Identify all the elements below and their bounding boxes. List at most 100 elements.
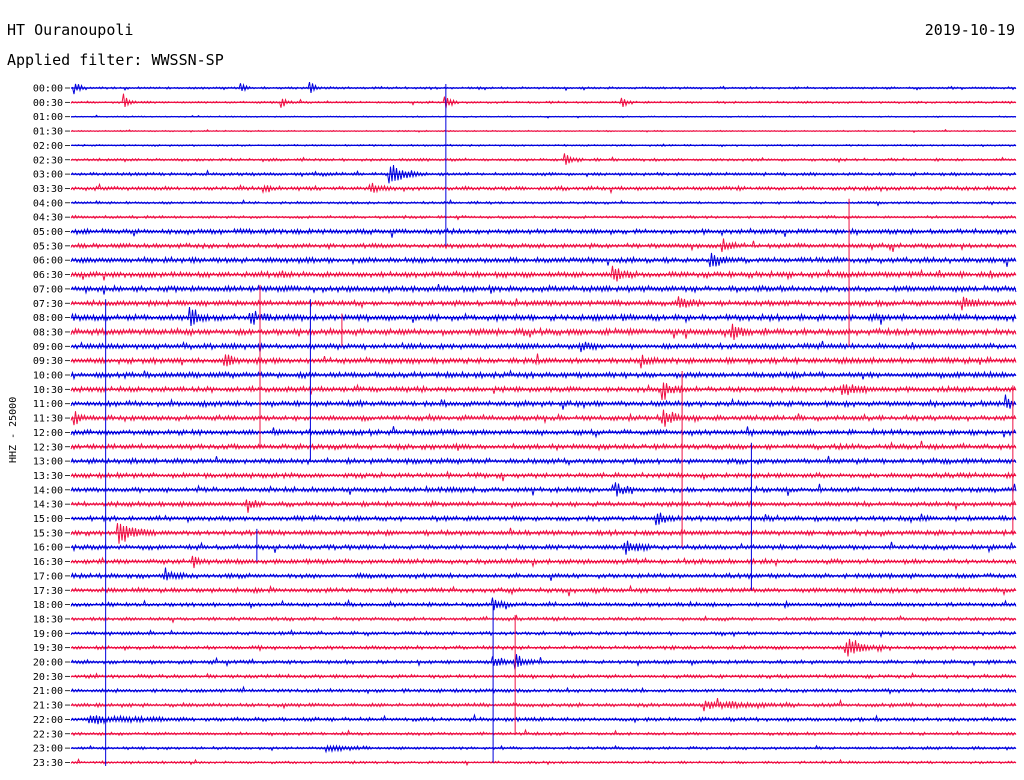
trace-row-0030 (70, 93, 1017, 109)
time-tick-label: 04:30 (33, 213, 63, 224)
trace-row-1500 (70, 512, 1017, 526)
trace-row-1000 (70, 369, 1017, 381)
trace-row-2030 (70, 671, 1017, 680)
time-tick-label: 07:30 (33, 299, 63, 310)
trace-row-1430 (70, 499, 1017, 513)
trace-row-1230 (70, 440, 1017, 452)
trace-row-1630 (70, 555, 1017, 569)
trace-row-2330 (70, 758, 1017, 767)
trace-row-1700 (70, 567, 1017, 581)
trace-row-0800 (70, 307, 1017, 327)
seismic-traces (70, 81, 1017, 767)
time-tick-label: 23:00 (33, 744, 63, 755)
channel-label: HHZ - 25000 (8, 397, 19, 463)
trace-row-1530 (70, 523, 1017, 544)
trace-row-1900 (70, 628, 1017, 639)
time-tick-label: 01:00 (33, 112, 63, 123)
trace-row-1730 (70, 584, 1017, 597)
time-tick-label: 19:00 (33, 629, 63, 640)
time-tick-label: 10:00 (33, 371, 63, 382)
trace-row-1930 (70, 638, 1017, 657)
time-tick-label: 10:30 (33, 385, 63, 396)
trace-row-1130 (70, 409, 1017, 427)
trace-row-0500 (70, 227, 1017, 238)
trace-row-0730 (70, 296, 1017, 311)
trace-row-0630 (70, 265, 1017, 282)
trace-row-0400 (70, 198, 1017, 207)
time-tick-label: 11:00 (33, 399, 63, 410)
time-tick-label: 21:30 (33, 701, 63, 712)
trace-row-1200 (70, 426, 1017, 439)
trace-row-1100 (70, 394, 1017, 410)
trace-row-1400 (70, 482, 1017, 497)
time-tick-label: 16:00 (33, 543, 63, 554)
time-tick-label: 01:30 (33, 127, 63, 138)
time-tick-label: 00:00 (33, 84, 63, 95)
time-tick-label: 05:00 (33, 227, 63, 238)
trace-row-2000 (70, 654, 1017, 670)
time-tick-labels: 00:00 00:30 01:00 01:30 02:00 02:30 03:00 03:30… (33, 84, 70, 769)
time-tick-label: 08:30 (33, 327, 63, 338)
time-tick-label: 06:00 (33, 256, 63, 267)
trace-row-0000 (70, 81, 1017, 95)
time-tick-label: 20:00 (33, 658, 63, 669)
trace-row-2100 (70, 685, 1017, 695)
time-tick-label: 06:30 (33, 270, 63, 281)
time-tick-label: 18:30 (33, 614, 63, 625)
time-tick-label: 12:30 (33, 442, 63, 453)
time-tick-label: 22:30 (33, 729, 63, 740)
time-tick-label: 15:30 (33, 528, 63, 539)
trace-row-2130 (70, 698, 1017, 712)
trace-row-1800 (70, 597, 1017, 611)
time-tick-label: 07:00 (33, 284, 63, 295)
time-tick-label: 03:30 (33, 184, 63, 195)
trace-row-0830 (70, 323, 1017, 341)
trace-row-1600 (70, 540, 1017, 555)
time-tick-label: 13:00 (33, 457, 63, 468)
trace-row-0330 (70, 182, 1017, 195)
date-label: 2019-10-19 (924, 21, 1015, 39)
time-tick-label: 02:00 (33, 141, 63, 152)
trace-row-1330 (70, 470, 1017, 482)
time-tick-label: 22:00 (33, 715, 63, 726)
time-tick-label: 02:30 (33, 155, 63, 166)
time-tick-label: 19:30 (33, 643, 63, 654)
time-tick-label: 12:00 (33, 428, 63, 439)
time-tick-label: 16:30 (33, 557, 63, 568)
trace-row-0900 (70, 340, 1017, 353)
time-tick-label: 03:00 (33, 170, 63, 181)
time-tick-label: 17:00 (33, 571, 63, 582)
time-tick-label: 15:00 (33, 514, 63, 525)
trace-row-2200 (70, 713, 1017, 725)
trace-row-2230 (70, 728, 1017, 737)
trace-row-1030 (70, 382, 1017, 401)
time-tick-label: 14:30 (33, 500, 63, 511)
station-title: HT Ouranoupoli (7, 21, 134, 39)
time-tick-label: 11:30 (33, 414, 63, 425)
time-tick-label: 09:00 (33, 342, 63, 353)
trace-row-0300 (70, 165, 1017, 184)
time-tick-label: 04:00 (33, 198, 63, 209)
trace-row-0530 (70, 238, 1017, 253)
time-tick-label: 18:00 (33, 600, 63, 611)
time-tick-label: 17:30 (33, 586, 63, 597)
time-tick-label: 09:30 (33, 356, 63, 367)
time-tick-label: 23:30 (33, 758, 63, 769)
trace-row-0230 (70, 153, 1017, 165)
filter-label: Applied filter: WWSSN-SP (7, 51, 224, 69)
trace-row-0600 (70, 252, 1017, 268)
time-tick-label: 21:00 (33, 686, 63, 697)
trace-row-1830 (70, 614, 1017, 624)
time-tick-label: 13:30 (33, 471, 63, 482)
trace-row-0700 (70, 283, 1017, 295)
time-tick-label: 00:30 (33, 98, 63, 109)
time-tick-label: 05:30 (33, 241, 63, 252)
time-tick-label: 14:00 (33, 485, 63, 496)
trace-row-2300 (70, 744, 1017, 754)
time-tick-label: 20:30 (33, 672, 63, 683)
trace-row-1300 (70, 455, 1017, 467)
time-tick-label: 08:00 (33, 313, 63, 324)
trace-row-0930 (70, 353, 1017, 369)
trace-row-0430 (70, 214, 1017, 221)
